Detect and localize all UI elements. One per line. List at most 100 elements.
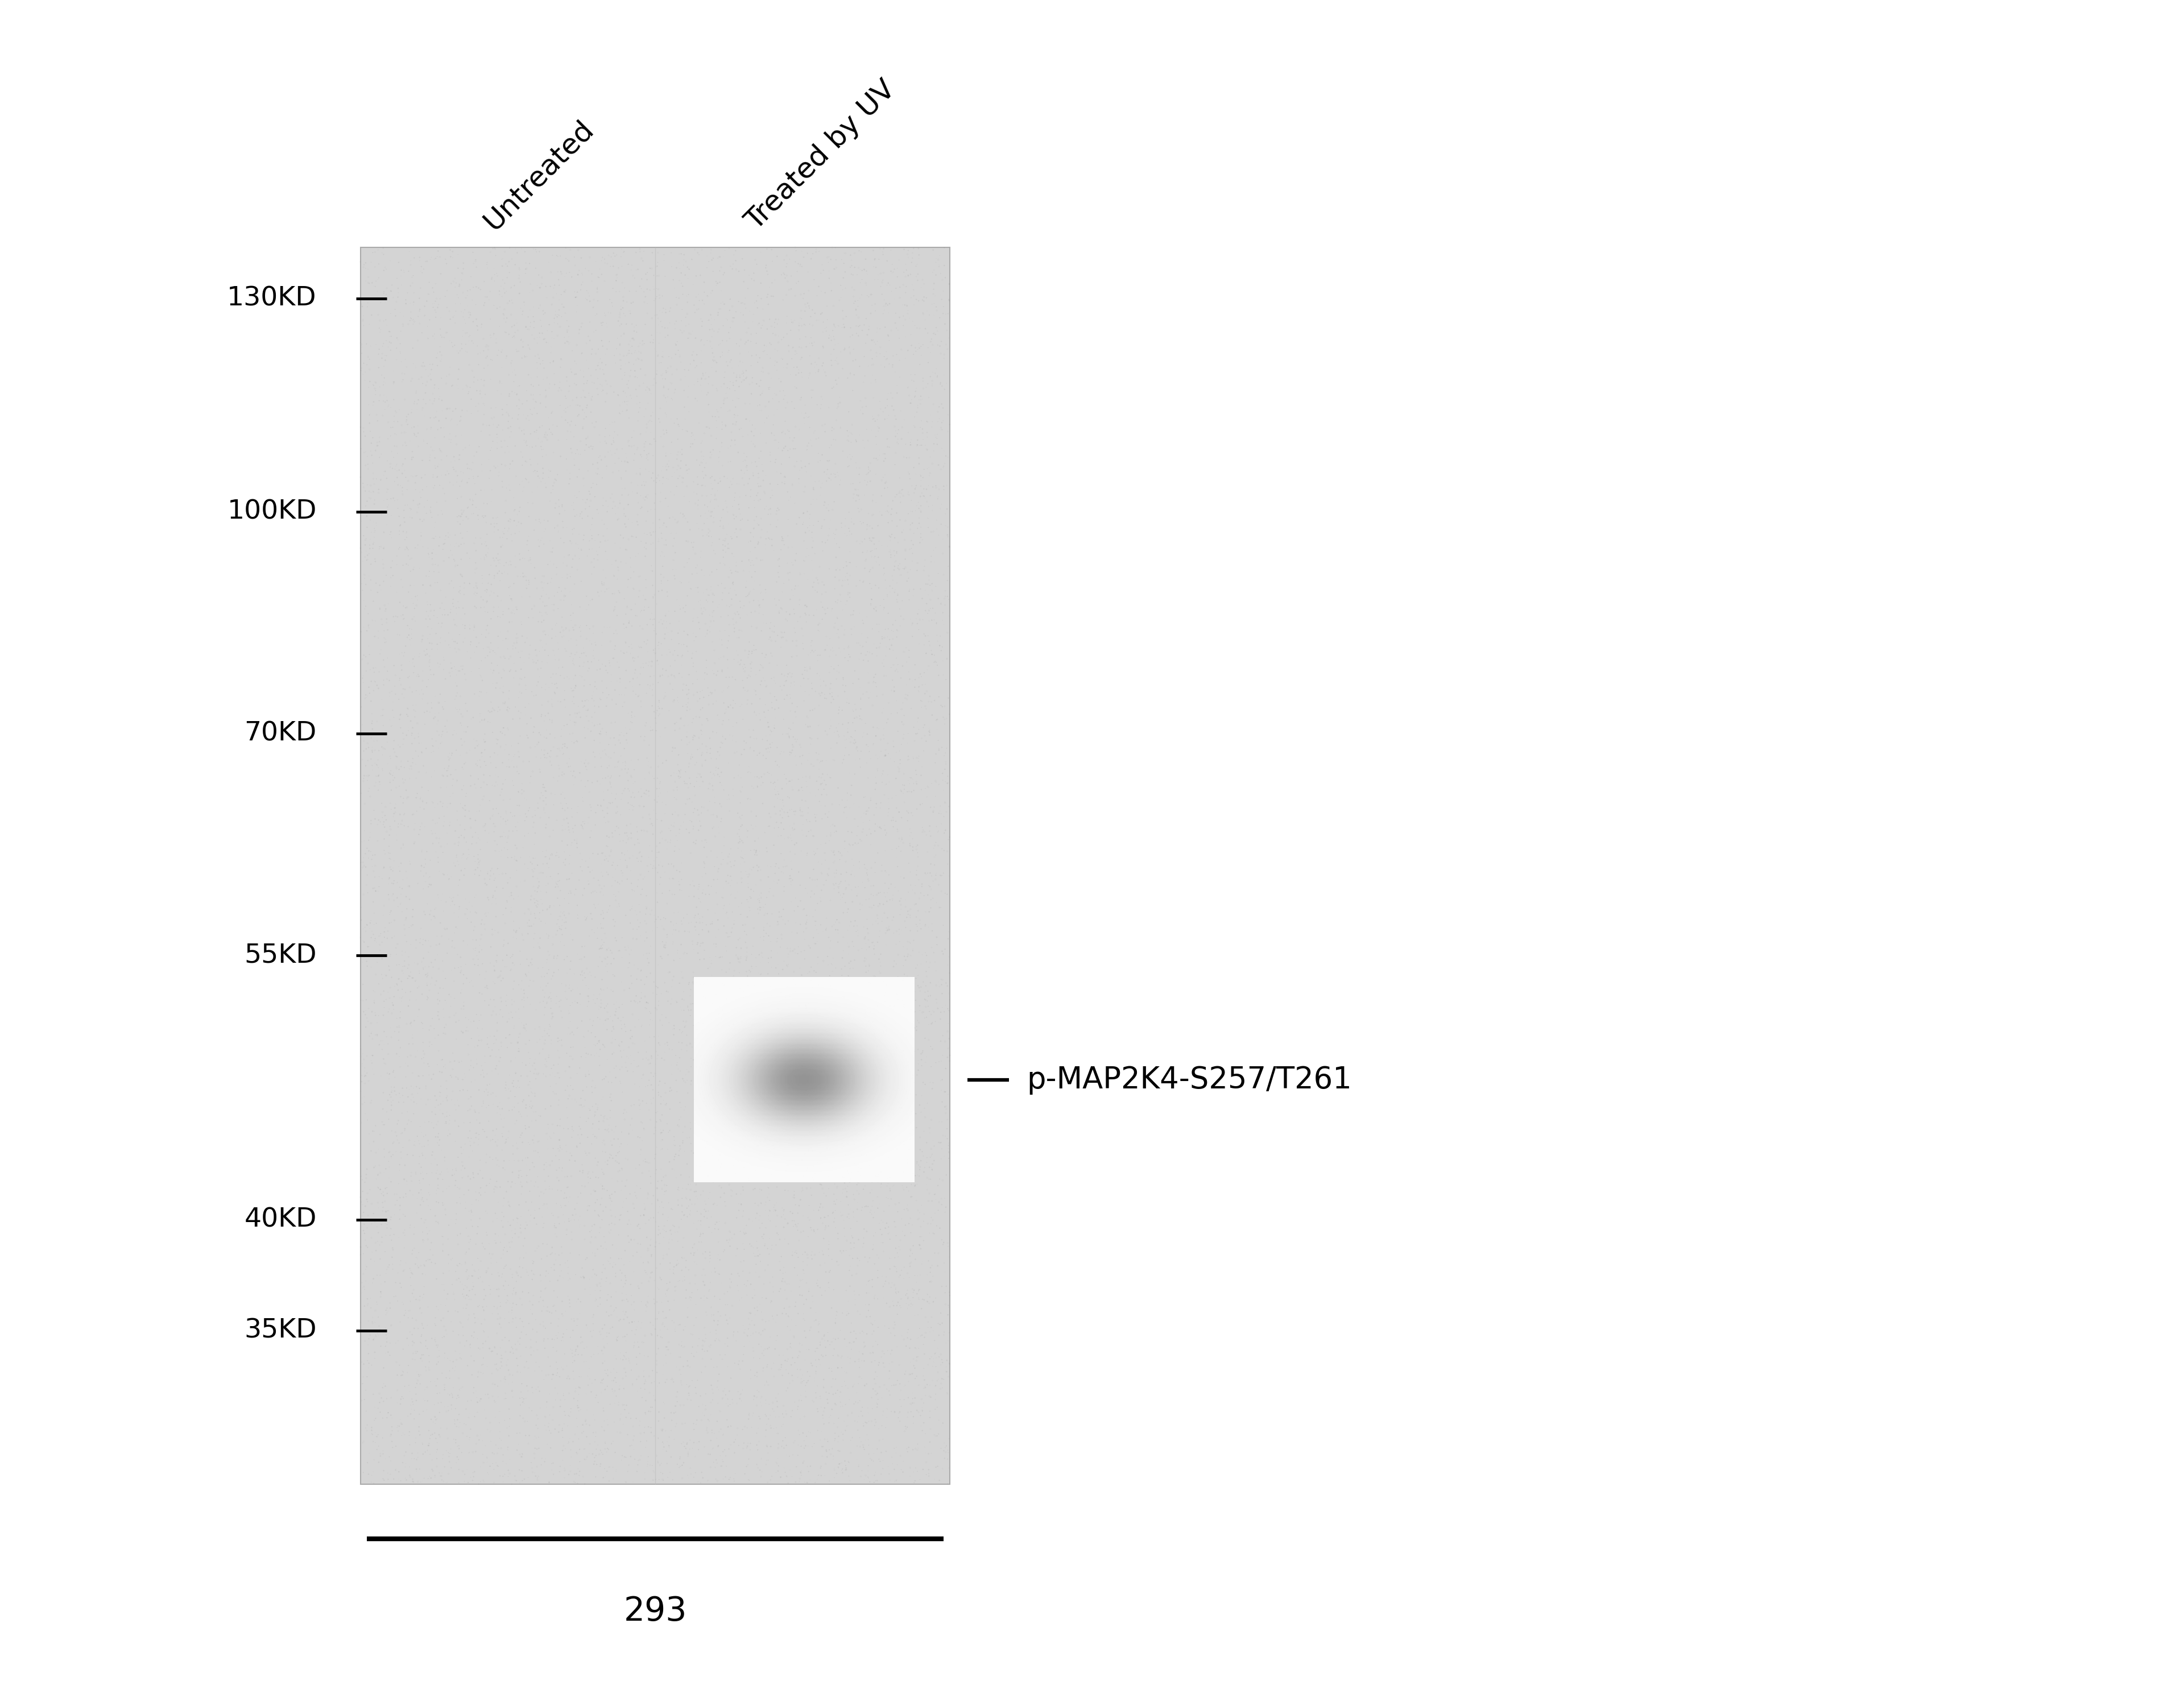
Point [520,1128,555,1155]
Point [830,715,865,742]
Point [542,737,577,764]
Point [349,450,384,478]
Point [902,351,937,379]
Point [380,471,415,498]
Point [382,249,417,276]
Point [424,324,459,351]
Point [373,795,408,822]
Point [887,788,922,815]
Point [701,525,736,553]
Point [788,773,823,800]
Point [529,1274,563,1302]
Point [917,1199,952,1227]
Point [677,1312,712,1339]
Point [408,1353,443,1380]
Point [378,795,413,822]
Point [550,322,585,350]
Point [751,1187,786,1215]
Point [900,611,935,638]
Point [823,1239,858,1266]
Point [529,474,563,502]
Point [771,1302,806,1329]
Point [753,485,788,512]
Point [487,1460,522,1488]
Point [784,363,819,391]
Point [841,1348,876,1375]
Point [411,1128,446,1155]
Point [373,1423,408,1450]
Point [563,981,598,1008]
Point [391,1030,426,1058]
Point [858,319,893,346]
Point [681,1208,716,1235]
Point [400,1123,435,1150]
Point [389,904,424,931]
Point [601,1221,636,1249]
Point [686,290,721,317]
Point [810,781,845,809]
Point [546,587,581,614]
Point [548,1039,583,1066]
Point [727,471,762,498]
Point [716,1322,751,1349]
Point [380,940,415,967]
Point [590,718,625,746]
Point [841,1153,876,1181]
Point [607,776,642,804]
Point [860,1102,895,1129]
Point [408,790,443,817]
Point [764,720,799,747]
Point [587,1375,622,1402]
Point [417,522,452,549]
Point [889,1053,924,1080]
Point [917,1181,952,1208]
Point [760,357,795,384]
Point [780,270,815,297]
Point [498,843,533,870]
Point [747,479,782,507]
Point [454,456,489,483]
Point [633,717,668,744]
Point [858,790,893,817]
Point [456,1203,491,1230]
Point [561,319,596,346]
Point [841,873,876,901]
Point [887,771,922,798]
Point [437,884,472,911]
Point [356,911,391,938]
Point [622,1203,657,1230]
Point [832,1242,867,1269]
Point [854,300,889,328]
Point [727,984,762,1012]
Point [533,418,568,445]
Point [627,370,662,397]
Point [758,814,793,841]
Point [773,1107,808,1134]
Point [690,575,725,602]
Point [535,1406,570,1433]
Point [522,425,557,452]
Point [734,952,769,979]
Point [618,1013,653,1041]
Point [688,1070,723,1097]
Point [422,1126,456,1153]
Point [400,1370,435,1397]
Point [808,1436,843,1464]
Point [432,544,467,572]
Point [915,885,950,913]
Point [474,476,509,503]
Point [823,1061,858,1088]
Point [539,512,574,539]
Point [496,358,531,386]
Point [439,1257,474,1285]
Point [651,1008,686,1036]
Point [843,256,878,283]
Point [928,1358,963,1385]
Point [767,662,802,689]
Point [642,689,677,717]
Point [496,1015,531,1042]
Point [662,1454,697,1481]
Point [605,681,640,708]
Point [358,623,393,650]
Point [585,897,620,925]
